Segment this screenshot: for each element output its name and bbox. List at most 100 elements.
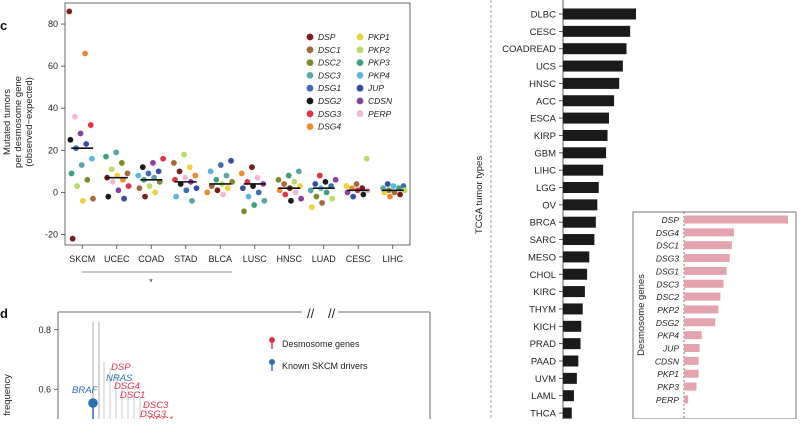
data-point xyxy=(66,8,73,15)
data-point xyxy=(281,181,288,187)
data-point xyxy=(139,164,146,171)
inset-bar xyxy=(684,369,699,378)
data-point xyxy=(186,164,193,171)
tcga-bar xyxy=(563,112,609,124)
data-point xyxy=(182,174,189,181)
tcga-category-label: MESO xyxy=(528,252,556,263)
tcga-bar xyxy=(563,286,585,298)
data-point xyxy=(189,197,195,204)
data-point xyxy=(83,141,90,147)
data-point xyxy=(79,197,86,204)
tcga-category-label: UVM xyxy=(535,374,556,385)
data-point xyxy=(135,172,142,179)
tcga-category-label: ACC xyxy=(536,96,556,107)
data-point xyxy=(228,157,234,164)
x-tick-label: LUSC xyxy=(243,254,268,264)
inset-category-label: JUP xyxy=(662,344,679,354)
data-point xyxy=(121,195,127,202)
panel-c-legend: DSP DSC1 DSC2 DSC3 DSG1 DSG2 DSG3 DSG4 PKP1 PKP2 P… xyxy=(306,32,393,132)
tcga-y-axis-title: TCGA tumor types xyxy=(474,156,485,234)
data-point xyxy=(319,200,325,206)
legend-label: PKP3 xyxy=(368,58,390,68)
tcga-category-label: LAML xyxy=(531,391,556,402)
data-point xyxy=(145,170,152,177)
inset-bar xyxy=(684,241,732,250)
legend-swatch xyxy=(306,46,314,54)
data-point xyxy=(77,130,84,137)
data-point xyxy=(387,193,393,200)
data-point xyxy=(288,197,294,204)
panel-d-gene-labels: BRAF DSPNRASDSG4DSC1DSC3DSG3DSG1 xyxy=(72,362,174,424)
data-point xyxy=(298,195,305,202)
data-point xyxy=(136,185,143,192)
data-point xyxy=(125,183,132,189)
data-point xyxy=(292,189,299,196)
tcga-category-label: GBM xyxy=(534,148,556,159)
data-point xyxy=(401,187,408,194)
inset-bar xyxy=(684,331,702,340)
legend-swatch xyxy=(356,84,364,92)
inset-bar xyxy=(684,292,721,301)
data-point xyxy=(397,191,403,198)
data-point xyxy=(261,197,268,204)
gene-label: DSP xyxy=(111,362,131,373)
tcga-category-label: SARC xyxy=(530,235,557,246)
tcga-category-label: KICH xyxy=(533,322,556,333)
y-axis-title: TCGA tumor types xyxy=(474,156,485,234)
tcga-bar xyxy=(563,43,627,55)
data-point xyxy=(360,191,367,198)
legend-label: PKP1 xyxy=(368,32,390,42)
data-point xyxy=(363,155,370,162)
inset-bar xyxy=(684,228,734,237)
panel-d-chart: // // 0.6 0.8 frequency BRAF DSPNRASDSG4DSC1… xyxy=(2,306,431,424)
data-point xyxy=(193,185,200,192)
inset-bars xyxy=(684,215,788,404)
data-point xyxy=(170,160,177,166)
tcga-bar xyxy=(563,129,608,141)
panel-d-y-ticks: 0.6 0.8 frequency xyxy=(2,325,58,416)
gene-label: DSC3 xyxy=(143,400,169,411)
x-tick-label: LIHC xyxy=(382,254,403,264)
tcga-category-label: PRAD xyxy=(530,339,557,350)
data-point xyxy=(105,193,112,200)
y-tick-label: 20 xyxy=(48,145,58,155)
legend-label: DSG3 xyxy=(318,109,341,119)
tcga-bar xyxy=(563,268,588,280)
data-point xyxy=(204,189,211,196)
data-point xyxy=(254,174,261,181)
data-point xyxy=(155,168,162,175)
axis-break-mark: // xyxy=(307,306,315,321)
data-point xyxy=(390,183,397,189)
desmosome-inset-chart: Desmosome genes DSPDSG4DSC1DSG3DSG1DSC3D… xyxy=(632,211,797,420)
inset-bar xyxy=(684,318,716,327)
data-point xyxy=(223,172,230,179)
data-point xyxy=(181,151,187,158)
legend-lollipop-icon xyxy=(269,359,275,365)
legend-label: Desmosome genes xyxy=(282,339,360,349)
tcga-bar xyxy=(563,8,636,20)
x-tick-label: HNSC xyxy=(276,254,302,264)
panel-d-letter: d xyxy=(0,306,8,321)
data-point xyxy=(78,162,85,168)
legend-label: PKP4 xyxy=(368,70,390,80)
tcga-bar xyxy=(563,147,607,159)
tcga-category-label: LGG xyxy=(536,183,556,194)
panel-c-x-ticks: SKCM UCEC COAD STAD BLCA LUSC HNSC LUAD CESC LIHC xyxy=(69,245,403,264)
data-point xyxy=(74,183,81,189)
braf-lollipop-head xyxy=(88,398,98,408)
legend-label: Known SKCM drivers xyxy=(282,361,368,371)
inset-bar xyxy=(684,382,697,391)
tcga-bar xyxy=(563,390,574,402)
tcga-category-label: THYM xyxy=(529,304,556,315)
data-point xyxy=(142,193,148,200)
gene-label: DSG1 xyxy=(148,415,174,419)
inset-category-label: DSG2 xyxy=(656,318,679,328)
tcga-category-label: CESC xyxy=(530,27,557,38)
y-tick-label: 0.6 xyxy=(38,384,51,394)
data-point xyxy=(332,176,339,183)
data-point xyxy=(69,235,76,242)
inset-category-labels: DSP DSG4 DSC1 DSG3 DSG1 DSC3 DSC2 PKP2 DSG2 PKP4 J… xyxy=(655,215,680,405)
data-point xyxy=(313,193,320,200)
legend-swatch xyxy=(356,33,364,41)
